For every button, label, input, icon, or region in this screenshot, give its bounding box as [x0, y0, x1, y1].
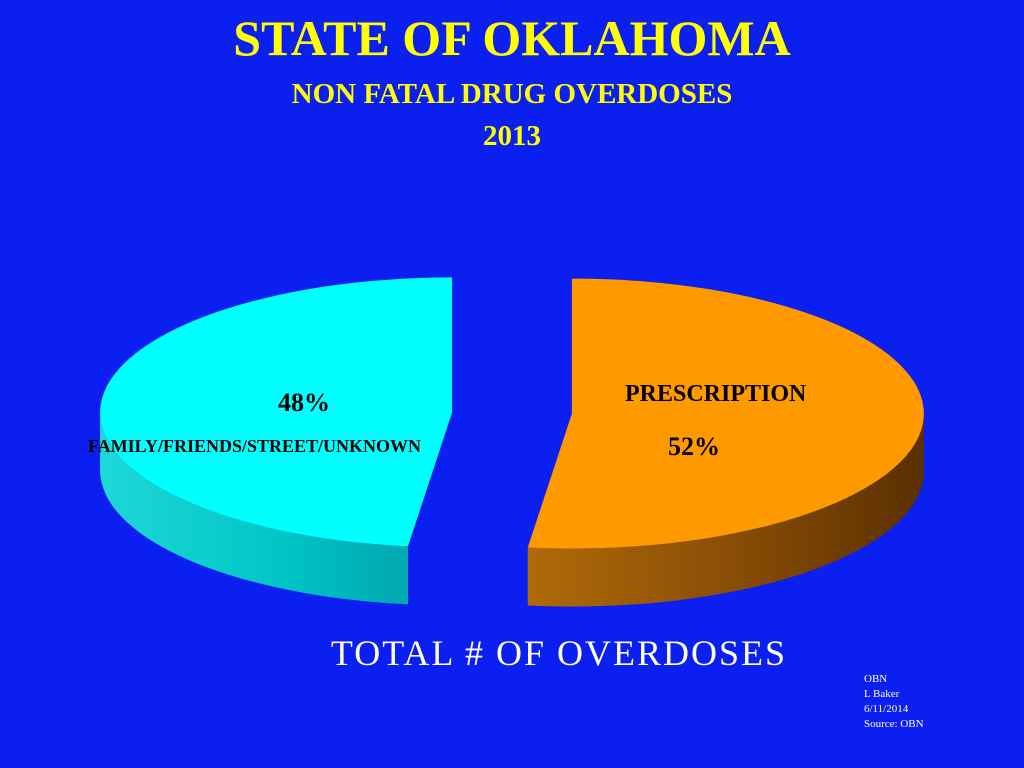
pie-slice-top — [100, 277, 453, 547]
slice-value-label: 52% — [668, 432, 720, 461]
chart-title: STATE OF OKLAHOMA — [233, 10, 791, 66]
chart-subtitle: NON FATAL DRUG OVERDOSES — [291, 78, 733, 110]
footer-line: 6/11/2014 — [864, 703, 909, 715]
pie-slice-side — [527, 413, 924, 607]
pie-slice-side — [100, 412, 409, 605]
chart-year: 2013 — [483, 120, 541, 152]
chart-caption: TOTAL # OF OVERDOSES — [330, 633, 788, 673]
footer-line: L Baker — [864, 688, 900, 700]
pie-slice — [527, 278, 924, 607]
slice-category-label: PRESCRIPTION — [625, 381, 807, 407]
footer-line: OBN — [864, 673, 888, 685]
pie-slice-top — [527, 278, 924, 549]
slice-value-label: 48% — [278, 388, 330, 417]
slice-category-label: FAMILY/FRIENDS/STREET/UNKNOWN — [88, 436, 422, 456]
footer-line: Source: OBN — [864, 718, 924, 730]
footer-credits: OBN L Baker 6/11/2014 Source: OBN — [864, 672, 924, 732]
pie-slice — [100, 277, 453, 605]
